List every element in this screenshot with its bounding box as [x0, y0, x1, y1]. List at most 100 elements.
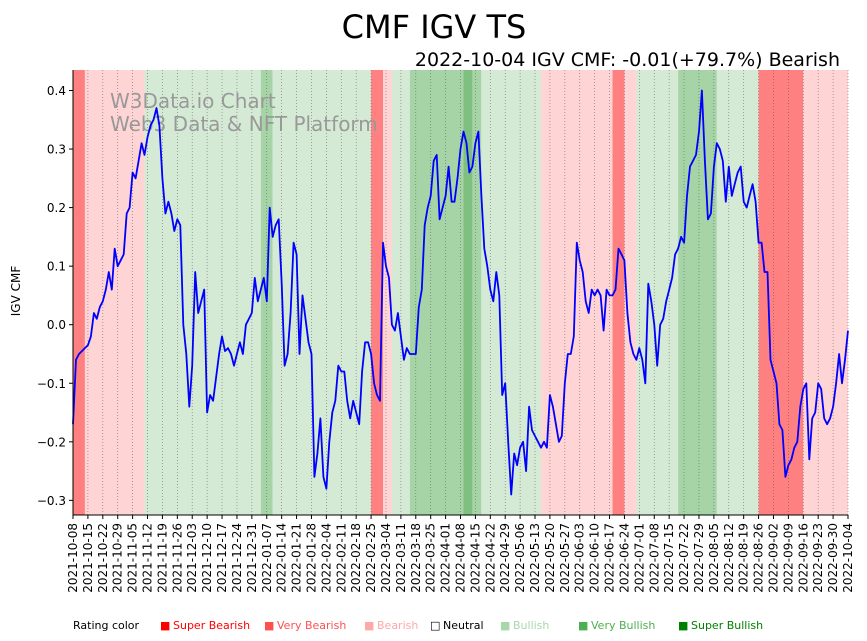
x-tick-label: 2022-06-03 [573, 523, 587, 593]
rating-band-10 [472, 70, 482, 515]
rating-band-5 [371, 70, 383, 515]
y-tick-label: 0.3 [47, 143, 66, 157]
x-tick-label: 2022-05-20 [543, 523, 557, 593]
legend-swatch-1: ■ [264, 619, 274, 632]
y-tick-label: 0.1 [47, 260, 66, 274]
legend-label-3: Neutral [443, 619, 484, 632]
x-tick-label: 2022-03-11 [394, 523, 408, 593]
x-tick-label: 2022-04-22 [483, 523, 497, 593]
x-tick-label: 2022-02-11 [334, 523, 348, 593]
x-tick-label: 2021-12-24 [230, 523, 244, 593]
x-tick-label: 2022-08-26 [752, 523, 766, 593]
legend-swatch-0: ■ [160, 619, 170, 632]
rating-band-13 [612, 70, 625, 515]
y-tick-label: 0.2 [47, 201, 66, 215]
x-tick-label: 2022-01-07 [260, 523, 274, 593]
rating-bands [73, 70, 848, 515]
legend-label-2: Bearish [377, 619, 418, 632]
watermark-line-2: Web3 Data & NFT Platform [110, 112, 378, 136]
y-tick-label: −0.3 [37, 494, 66, 508]
legend-label-1: Very Bearish [277, 619, 346, 632]
x-tick-label: 2022-05-06 [513, 523, 527, 593]
y-axis-ticks: −0.3 −0.2 −0.1 0.0 0.1 0.2 0.3 0.4 [37, 84, 73, 508]
x-tick-label: 2022-08-12 [722, 523, 736, 593]
x-tick-label: 2022-01-21 [290, 523, 304, 593]
series-line-igv-cmf [72, 89, 849, 496]
legend-label-5: Very Bullish [591, 619, 655, 632]
series-layer [72, 89, 849, 496]
rating-band-18 [758, 70, 804, 515]
x-tick-label: 2022-04-15 [468, 523, 482, 593]
x-tick-label: 2022-06-10 [588, 523, 602, 593]
y-tick-label: −0.1 [37, 377, 66, 391]
x-tick-label: 2021-12-31 [245, 523, 259, 593]
x-tick-label: 2021-11-05 [126, 523, 140, 593]
y-axis-label: IGV CMF [9, 266, 23, 317]
x-tick-label: 2022-09-23 [811, 523, 825, 593]
x-tick-label: 2022-03-04 [379, 523, 393, 593]
x-tick-label: 2022-04-29 [498, 523, 512, 593]
x-tick-label: 2022-01-14 [275, 523, 289, 593]
x-tick-label: 2021-10-15 [81, 523, 95, 593]
rating-band-8 [409, 70, 464, 515]
rating-band-14 [624, 70, 637, 515]
x-tick-label: 2021-12-10 [200, 523, 214, 593]
rating-band-12 [540, 70, 613, 515]
x-tick-label: 2022-02-04 [319, 523, 333, 593]
x-tick-label: 2022-02-18 [349, 523, 363, 593]
rating-band-6 [383, 70, 392, 515]
x-tick-label: 2021-11-19 [155, 523, 169, 593]
x-tick-label: 2022-07-22 [677, 523, 691, 593]
x-tick-label: 2022-05-13 [528, 523, 542, 593]
x-tick-label: 2022-09-30 [826, 523, 840, 593]
legend-swatch-2: ■ [364, 619, 374, 632]
legend-swatch-3: □ [430, 619, 440, 632]
x-tick-label: 2021-10-22 [96, 523, 110, 593]
x-tick-label: 2022-04-01 [439, 523, 453, 593]
y-tick-label: 0.0 [47, 318, 66, 332]
rating-band-15 [636, 70, 679, 515]
x-tick-label: 2021-11-12 [141, 523, 155, 593]
x-tick-label: 2022-02-25 [364, 523, 378, 593]
x-tick-label: 2022-03-18 [409, 523, 423, 593]
chart-title: CMF IGV TS [342, 8, 527, 46]
x-tick-label: 2021-11-26 [170, 523, 184, 593]
x-tick-label: 2022-09-09 [781, 523, 795, 593]
x-tick-label: 2021-10-08 [66, 523, 80, 593]
x-tick-label: 2022-04-08 [454, 523, 468, 593]
x-tick-label: 2022-07-29 [692, 523, 706, 593]
rating-band-1 [84, 70, 145, 515]
x-tick-label: 2022-05-27 [558, 523, 572, 593]
x-tick-label: 2022-03-25 [424, 523, 438, 593]
x-tick-label: 2021-12-03 [185, 523, 199, 593]
legend-label-6: Super Bullish [691, 619, 763, 632]
legend-label-4: Bullish [513, 619, 549, 632]
watermark-line-1: W3Data.io Chart [110, 89, 276, 113]
x-tick-label: 2022-07-01 [632, 523, 646, 593]
x-tick-label: 2022-01-28 [304, 523, 318, 593]
x-tick-label: 2021-10-29 [111, 523, 125, 593]
chart-subtitle: 2022-10-04 IGV CMF: -0.01(+79.7%) Bearis… [415, 49, 840, 71]
rating-band-9 [463, 70, 473, 515]
y-tick-label: −0.2 [37, 435, 66, 449]
x-tick-label: 2022-09-16 [796, 523, 810, 593]
x-tick-label: 2022-07-08 [647, 523, 661, 593]
x-axis-ticks: 2021-10-08 2021-10-15 2021-10-22 2021-10-29… [66, 515, 855, 593]
legend-title: Rating color [73, 619, 140, 632]
rating-band-17 [716, 70, 759, 515]
x-tick-label: 2022-07-15 [662, 523, 676, 593]
rating-band-0 [73, 70, 85, 515]
x-tick-label: 2022-08-19 [737, 523, 751, 593]
y-tick-label: 0.4 [47, 84, 66, 98]
x-tick-label: 2022-06-17 [603, 523, 617, 593]
legend: Rating color ■ Super Bearish ■ Very Bearish ■… [73, 619, 763, 632]
legend-swatch-6: ■ [678, 619, 688, 632]
x-tick-label: 2022-10-04 [841, 523, 855, 593]
x-tick-label: 2021-12-17 [215, 523, 229, 593]
legend-swatch-4: ■ [500, 619, 510, 632]
x-tick-label: 2022-06-24 [617, 523, 631, 593]
legend-label-0: Super Bearish [173, 619, 250, 632]
x-tick-label: 2022-09-02 [766, 523, 780, 593]
legend-swatch-5: ■ [578, 619, 588, 632]
